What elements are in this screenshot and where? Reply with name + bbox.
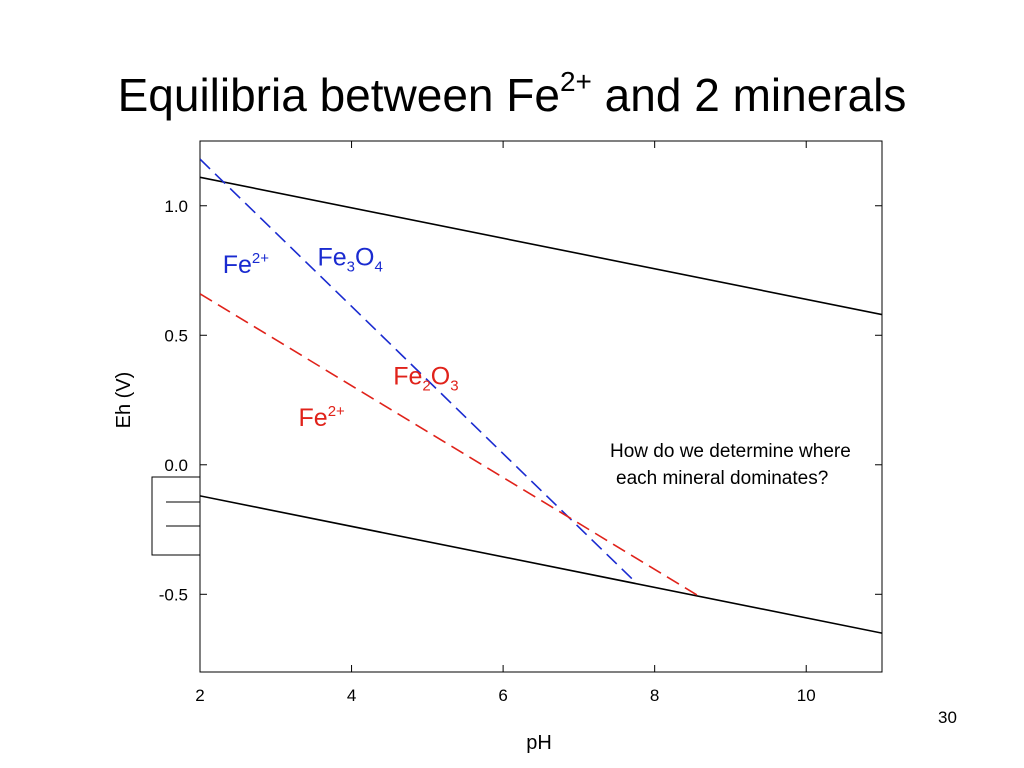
species-label-2: Fe3O4 bbox=[317, 243, 382, 275]
x-tick-label: 10 bbox=[797, 686, 816, 705]
page-number: 30 bbox=[938, 708, 957, 727]
species-label-3: Fe2O3 bbox=[393, 362, 458, 394]
species-label-1: Fe2+ bbox=[223, 250, 270, 279]
x-axis-label: pH bbox=[526, 732, 552, 754]
question-line-1: How do we determine where bbox=[610, 441, 851, 462]
y-tick-label: 0.5 bbox=[164, 326, 188, 345]
y-axis-label: Eh (V) bbox=[113, 372, 135, 429]
legend-box bbox=[151, 476, 201, 556]
x-tick-label: 6 bbox=[498, 686, 507, 705]
x-tick-label: 8 bbox=[650, 686, 659, 705]
question-text: How do we determine where each mineral d… bbox=[610, 438, 940, 492]
question-line-2: each mineral dominates? bbox=[616, 468, 829, 489]
series-line-4 bbox=[200, 293, 701, 598]
title-rest: and 2 minerals bbox=[591, 69, 907, 121]
x-tick-label: 4 bbox=[347, 686, 356, 705]
species-label-4: Fe2+ bbox=[299, 403, 346, 432]
slide-title: Equilibria between Fe2+ and 2 minerals bbox=[0, 65, 1024, 122]
x-tick-label: 2 bbox=[195, 686, 204, 705]
series-line-2 bbox=[200, 495, 882, 634]
series-line-3 bbox=[200, 158, 633, 580]
y-tick-label: 0.0 bbox=[164, 456, 188, 475]
plot-frame bbox=[199, 140, 883, 673]
title-main: Equilibria between Fe bbox=[117, 69, 560, 121]
title-superscript: 2+ bbox=[559, 65, 592, 97]
series-line-1 bbox=[200, 176, 882, 316]
y-tick-label: -0.5 bbox=[159, 585, 188, 604]
y-tick-label: 1.0 bbox=[164, 197, 188, 216]
